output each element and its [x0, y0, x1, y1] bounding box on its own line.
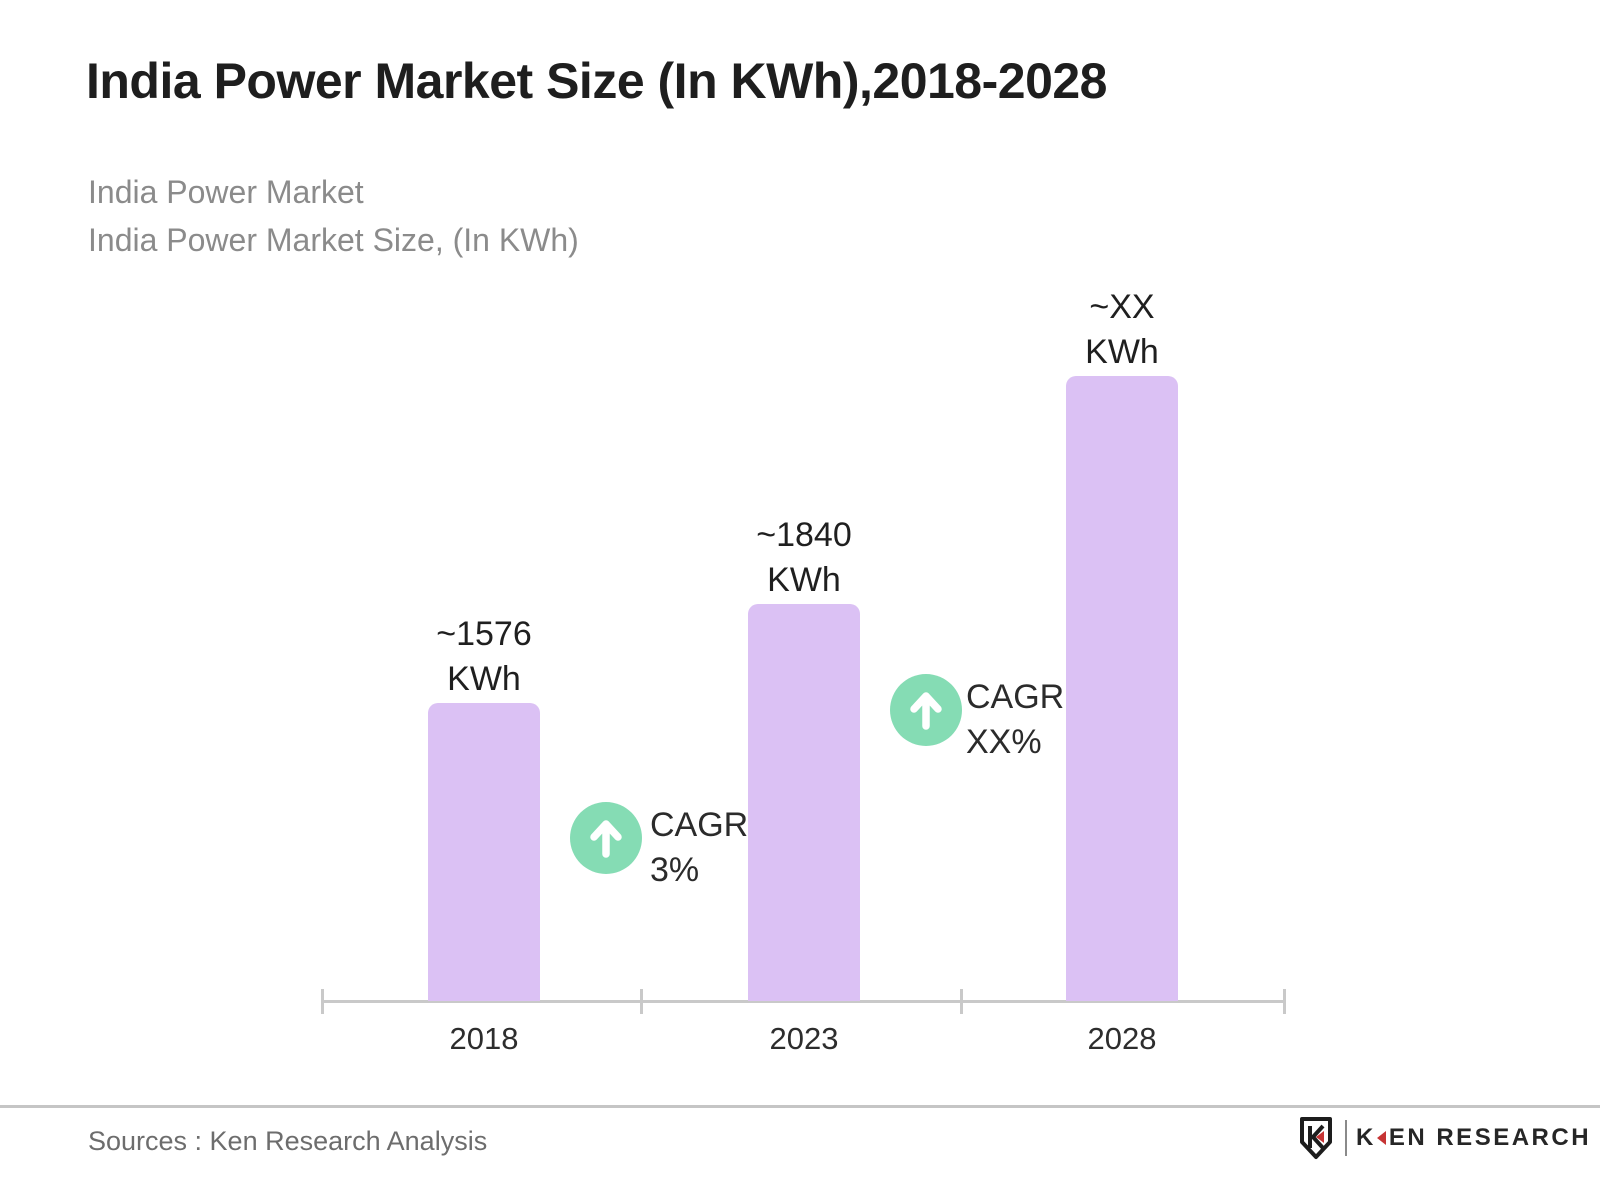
cagr-label: CAGR	[650, 806, 749, 844]
ken-research-logo: K EN RESEARCH	[1296, 1116, 1591, 1160]
x-axis-tick	[321, 989, 324, 1014]
value-line-1: ~1840	[756, 516, 852, 554]
logo-rest: EN RESEARCH	[1388, 1124, 1592, 1151]
bar-value-label-2018: ~1576 KWh	[364, 612, 604, 702]
x-axis-tick	[1283, 989, 1286, 1014]
cagr-annotation-1: CAGR 3%	[650, 803, 748, 893]
subtitle-line-1: India Power Market	[88, 174, 364, 210]
value-line-1: ~1576	[436, 615, 532, 653]
bar-2028	[1066, 376, 1178, 1001]
cagr-value: 3%	[650, 851, 700, 889]
red-triangle-icon	[1376, 1131, 1386, 1145]
cagr-annotation-2: CAGR XX%	[966, 675, 1064, 765]
page-title: India Power Market Size (In KWh),2018-20…	[86, 53, 1108, 109]
x-tick-label-2028: 2028	[1087, 1021, 1157, 1056]
bar-value-label-2028: ~XX KWh	[1002, 285, 1242, 375]
logo-k: K	[1356, 1124, 1376, 1151]
up-arrow-glyph	[910, 692, 942, 730]
x-tick-label-2023: 2023	[769, 1021, 839, 1056]
up-arrow-circle-icon	[890, 674, 962, 746]
x-axis-tick	[640, 989, 643, 1014]
chart-subtitle: India Power Market India Power Market Si…	[88, 168, 579, 264]
source-text: Sources : Ken Research Analysis	[88, 1126, 488, 1156]
up-arrow-circle-icon	[570, 802, 642, 874]
bar-2023	[748, 604, 860, 1001]
bar-2018	[428, 703, 540, 1001]
value-line-2: KWh	[767, 561, 841, 599]
x-tick-label-2018: 2018	[449, 1021, 519, 1056]
up-arrow-glyph	[590, 820, 622, 858]
ken-research-shield-icon	[1300, 1117, 1332, 1159]
x-axis-tick	[960, 989, 963, 1014]
value-line-2: KWh	[1085, 333, 1159, 371]
bar-value-label-2023: ~1840 KWh	[684, 513, 924, 603]
x-axis-line	[322, 1000, 1285, 1003]
cagr-value: XX%	[966, 723, 1042, 761]
value-line-1: ~XX	[1089, 288, 1155, 326]
logo-wordmark: K EN RESEARCH	[1356, 1124, 1591, 1152]
red-triangle	[1316, 1131, 1324, 1143]
logo-separator	[1345, 1120, 1347, 1156]
subtitle-line-2: India Power Market Size, (In KWh)	[88, 222, 579, 258]
footer-divider	[0, 1105, 1600, 1108]
cagr-label: CAGR	[966, 678, 1065, 716]
value-line-2: KWh	[447, 660, 521, 698]
